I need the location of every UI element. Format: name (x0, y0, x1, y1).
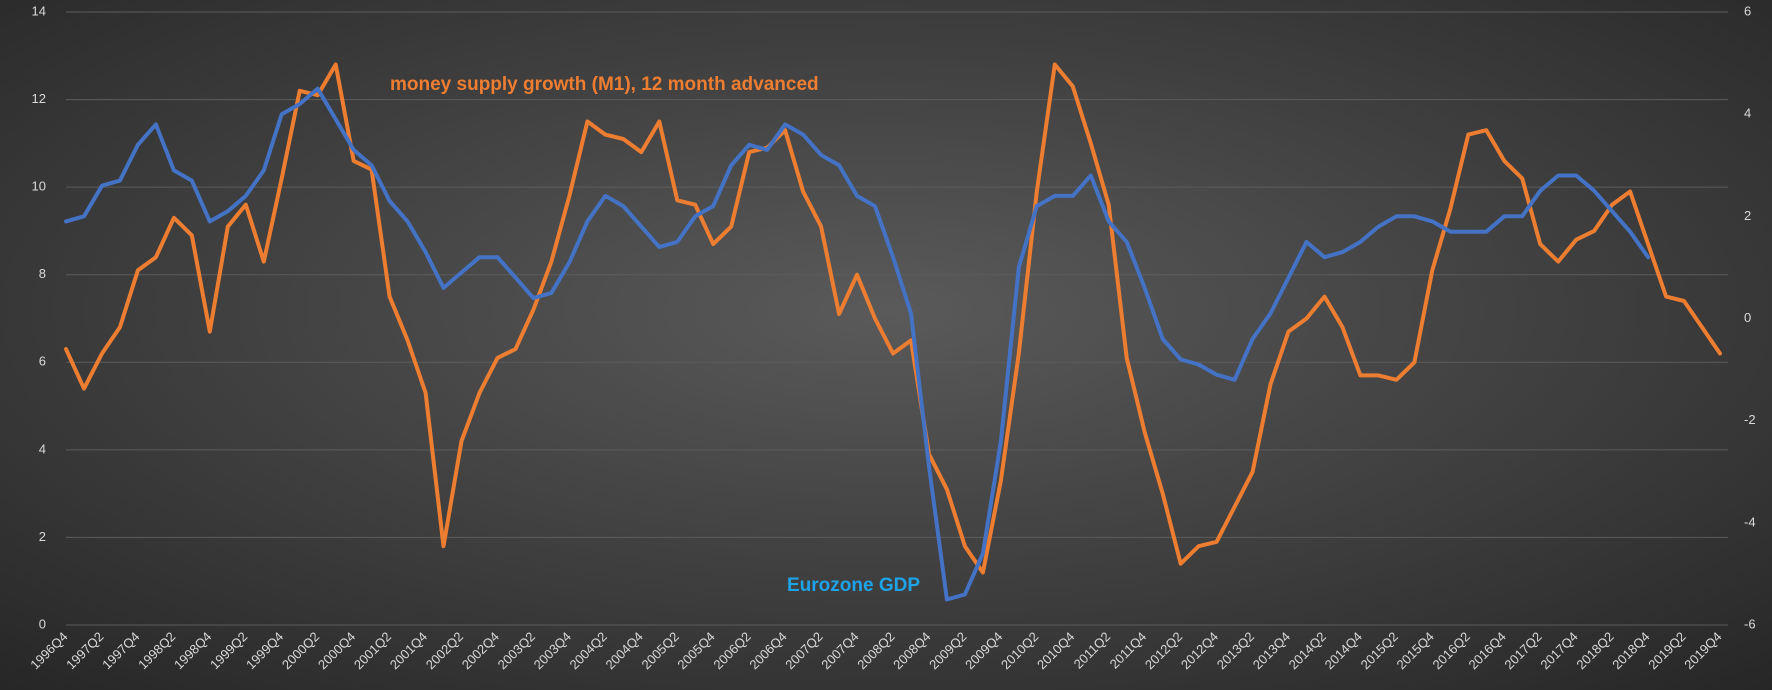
y-tick-label: 12 (32, 91, 46, 106)
series-line (64, 86, 1651, 602)
series-label: money supply growth (M1), 12 month advan… (390, 74, 819, 95)
y2-tick-label: 4 (1744, 106, 1751, 121)
y-tick-label: 4 (39, 441, 46, 456)
y2-tick-label: 0 (1744, 310, 1751, 325)
y-tick-label: 6 (39, 354, 46, 369)
y2-tick-label: -6 (1744, 616, 1756, 631)
y2-tick-label: 2 (1744, 208, 1751, 223)
y-tick-label: 2 (39, 529, 46, 544)
y-tick-label: 8 (39, 266, 46, 281)
y2-tick-label: -2 (1744, 412, 1756, 427)
y-tick-label: 10 (32, 179, 46, 194)
y-tick-label: 14 (32, 3, 46, 18)
y-tick-label: 0 (39, 616, 46, 631)
y2-tick-label: 6 (1744, 3, 1751, 18)
y2-tick-label: -4 (1744, 514, 1756, 529)
series-label: Eurozone GDP (787, 575, 920, 596)
